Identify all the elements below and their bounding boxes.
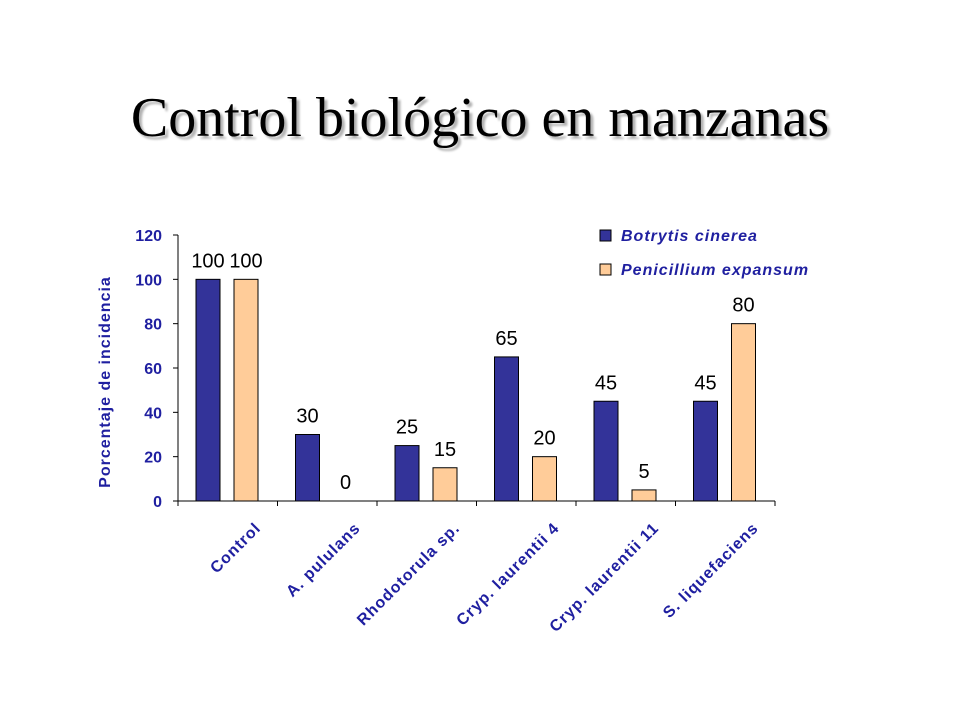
y-tick-label: 20 [144,450,162,467]
x-category-label: Control [207,520,264,577]
bar-penicillium [731,323,756,502]
bar-penicillium [432,467,458,502]
bar-botrytis [593,400,619,502]
y-tick-label: 40 [144,405,162,422]
y-tick-label: 0 [153,494,162,511]
legend-label-botrytis: Botrytis cinerea [621,228,758,245]
y-axis-label: Porcentaje de incidencia [97,276,114,488]
bar-botrytis [295,434,320,502]
y-tick-label: 100 [135,272,162,289]
x-category-label: A. pululans [283,520,364,601]
legend-label-penicillium: Penicillium expansum [621,262,809,279]
x-category-label: Cryp. laurentii 11 [547,520,663,636]
bar-penicillium [631,489,657,502]
data-label: 30 [296,406,318,428]
data-label: 65 [495,328,517,350]
data-label: 25 [396,417,418,439]
data-label: 15 [434,439,456,461]
y-tick-label: 60 [144,361,162,378]
data-label: 5 [638,461,649,483]
data-label: 0 [340,472,351,494]
bar-botrytis [494,356,519,502]
bar-penicillium [233,278,259,502]
x-category-label: Cryp. laurentii 4 [454,520,564,630]
data-label: 45 [595,372,617,394]
legend-swatch-botrytis [599,229,612,242]
data-label: 80 [732,295,754,317]
y-tick-label: 80 [144,317,162,334]
bar-penicillium [532,456,557,502]
x-category-label: S. liquefaciens [660,520,762,622]
data-label: 100 [191,250,224,272]
bar-botrytis [195,278,221,502]
slide-title: Control biológico en manzanas [130,87,830,149]
data-label: 100 [229,250,262,272]
bar-botrytis [693,400,718,502]
y-tick-label: 120 [135,228,162,245]
data-label: 45 [694,372,716,394]
x-category-label: Rhodotorula sp. [354,520,463,629]
data-label: 20 [533,428,555,450]
legend-swatch-penicillium [599,263,612,276]
bar-botrytis [394,445,420,502]
